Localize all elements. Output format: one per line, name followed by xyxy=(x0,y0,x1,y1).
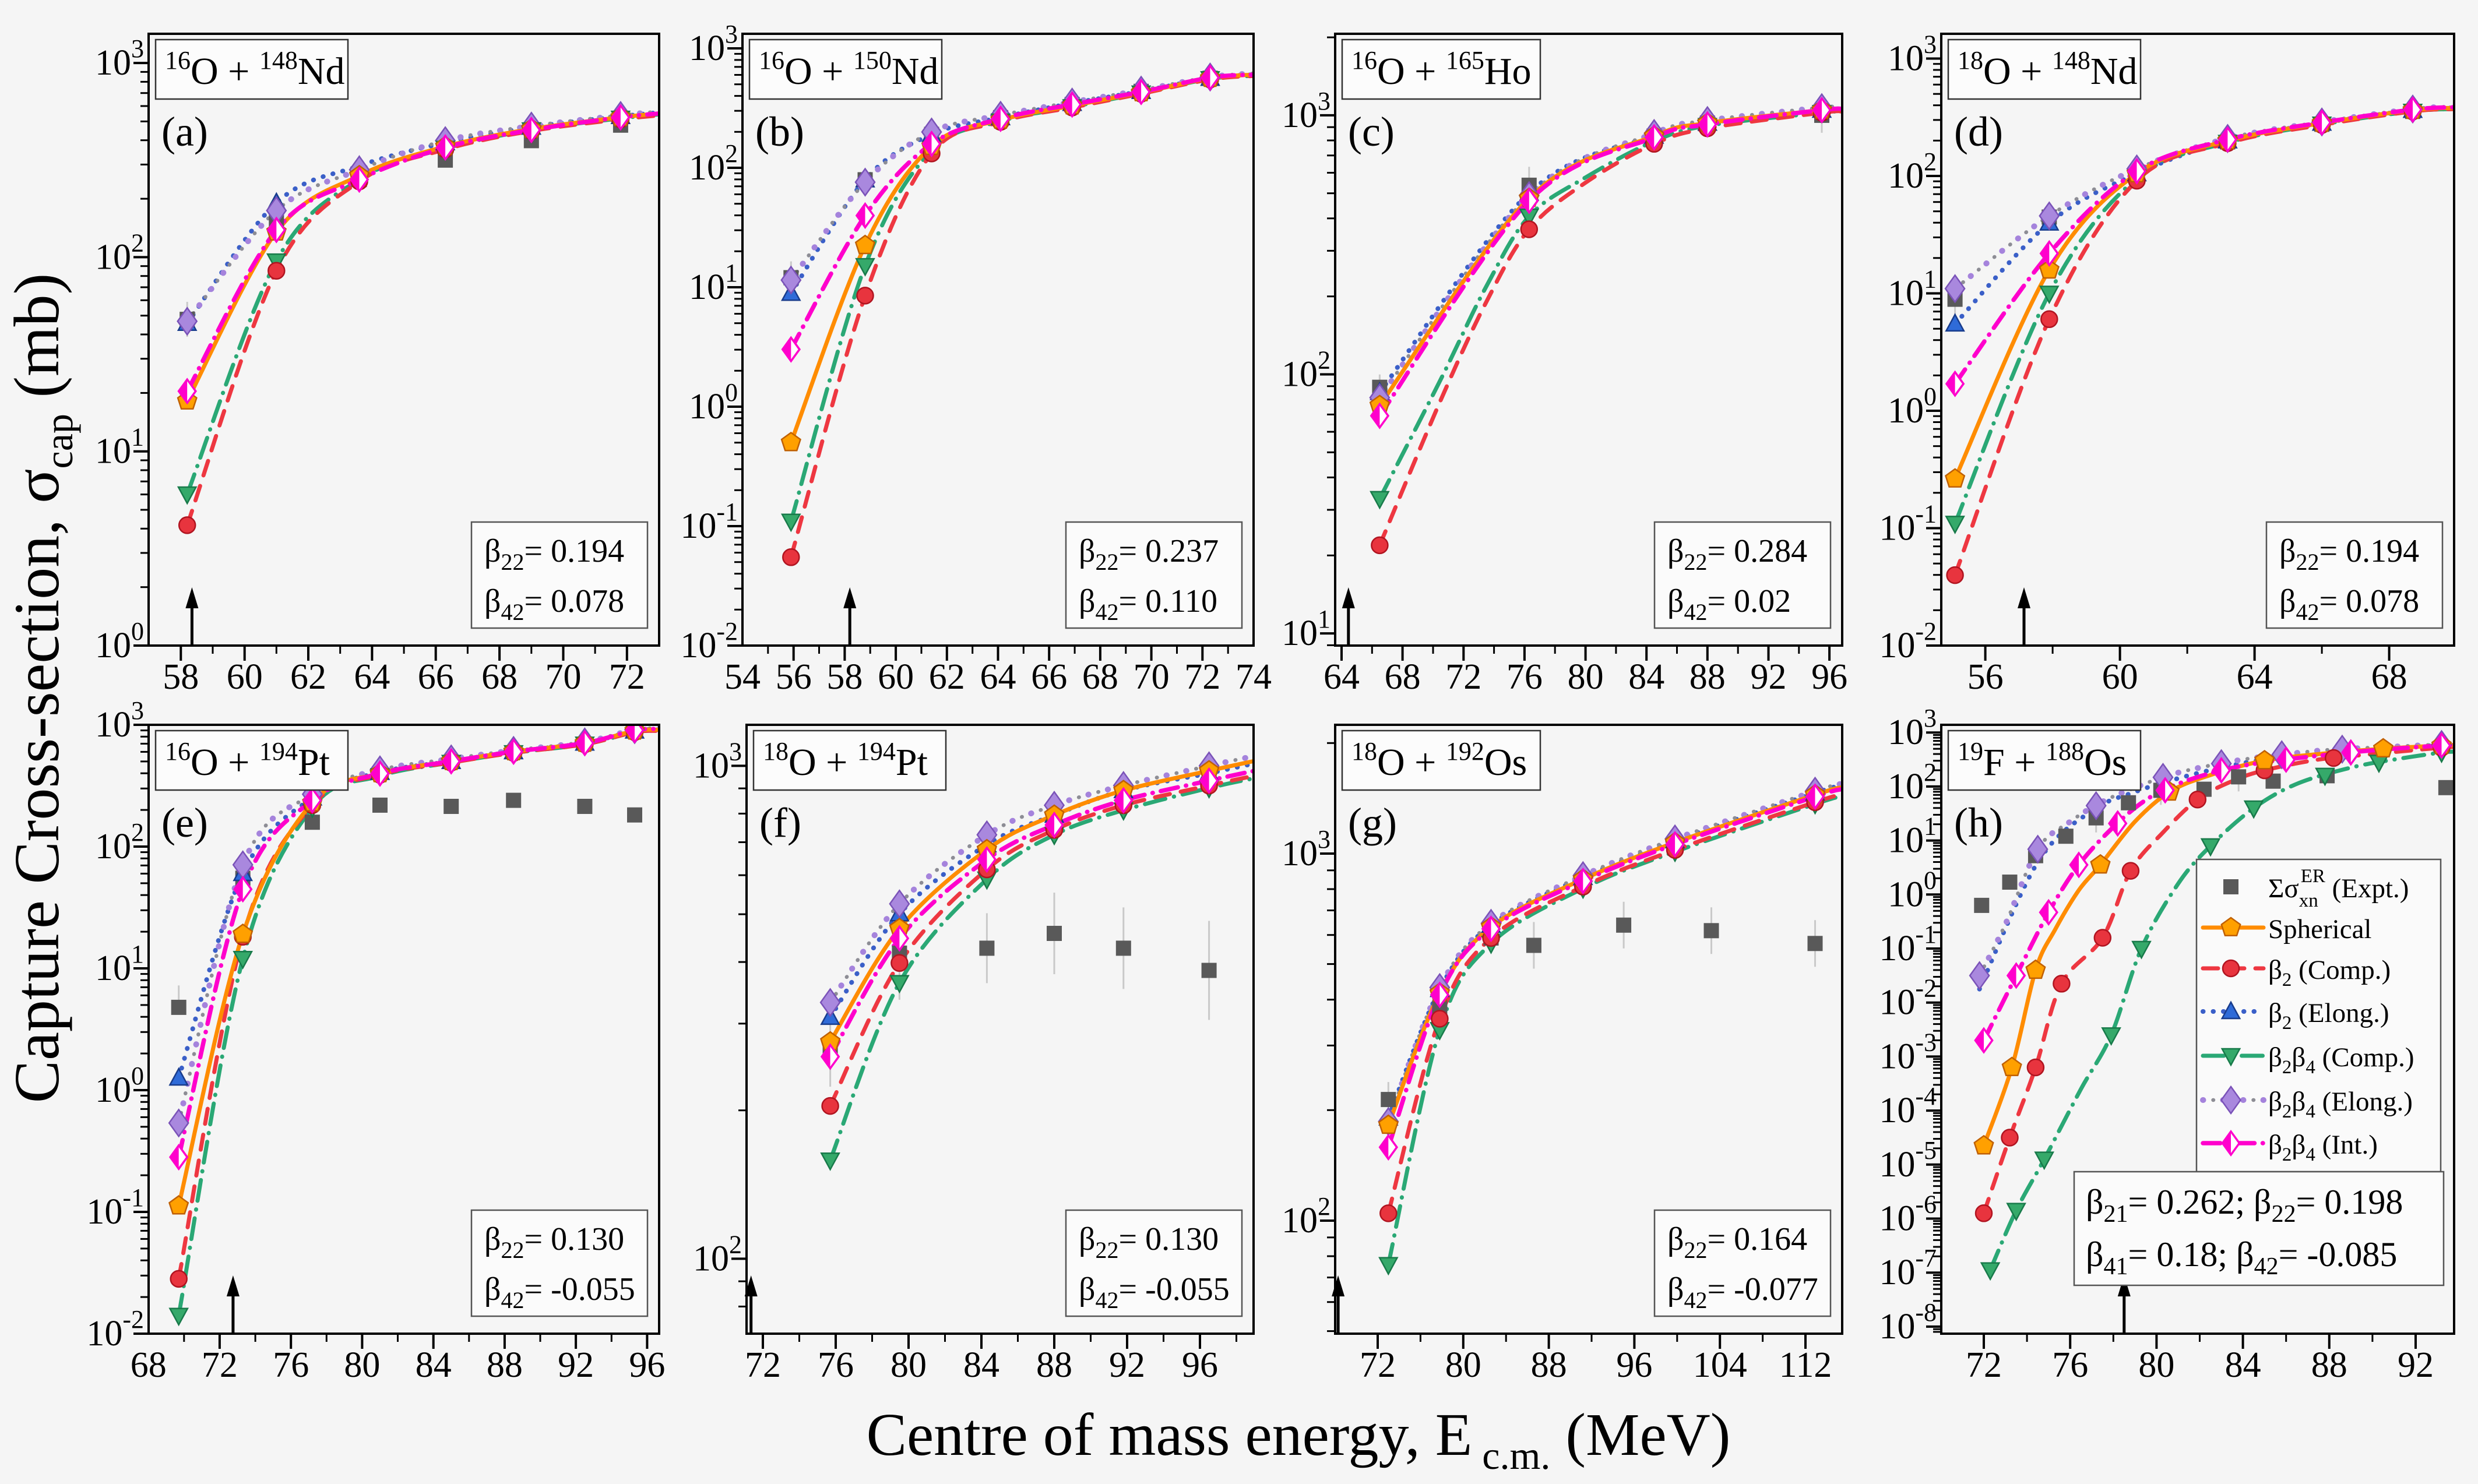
svg-text:64: 64 xyxy=(1324,657,1360,697)
svg-text:68: 68 xyxy=(1082,657,1118,697)
svg-text:18O + 192Os: 18O + 192Os xyxy=(1351,737,1527,784)
svg-text:Capture Cross-section, σcap (m: Capture Cross-section, σcap (mb) xyxy=(1,273,81,1104)
svg-text:β42= 0.110: β42= 0.110 xyxy=(1079,583,1217,625)
svg-text:74: 74 xyxy=(1236,657,1272,697)
svg-text:80: 80 xyxy=(890,1345,927,1385)
svg-text:(d): (d) xyxy=(1954,108,2003,155)
svg-text:96: 96 xyxy=(1182,1345,1218,1385)
svg-text:β21= 0.262; β22= 0.198: β21= 0.262; β22= 0.198 xyxy=(2086,1183,2403,1228)
svg-text:18O + 148Nd: 18O + 148Nd xyxy=(1958,46,2138,93)
svg-text:70: 70 xyxy=(1134,657,1170,697)
svg-text:88: 88 xyxy=(2311,1345,2347,1385)
svg-text:72: 72 xyxy=(609,657,645,697)
svg-text:60: 60 xyxy=(878,657,914,697)
svg-text:β22= 0.284: β22= 0.284 xyxy=(1667,533,1807,575)
svg-text:(h): (h) xyxy=(1954,799,2003,846)
svg-text:68: 68 xyxy=(2371,657,2407,697)
svg-text:16O + 165Ho: 16O + 165Ho xyxy=(1351,46,1532,93)
svg-text:76: 76 xyxy=(273,1345,309,1385)
svg-text:58: 58 xyxy=(163,657,199,697)
svg-text:60: 60 xyxy=(2102,657,2138,697)
svg-text:76: 76 xyxy=(818,1345,854,1385)
svg-text:62: 62 xyxy=(929,657,965,697)
svg-text:(b): (b) xyxy=(755,108,804,155)
svg-text:(f): (f) xyxy=(759,799,801,846)
svg-text:76: 76 xyxy=(1506,657,1543,697)
svg-text:β41= 0.18; β42= -0.085: β41= 0.18; β42= -0.085 xyxy=(2086,1235,2397,1280)
svg-text:19F + 188Os: 19F + 188Os xyxy=(1958,737,2127,784)
svg-text:56: 56 xyxy=(1967,657,2004,697)
svg-text:Centre of mass energy, E c.m.: Centre of mass energy, E c.m. (MeV) xyxy=(867,1401,1731,1478)
svg-text:92: 92 xyxy=(558,1345,594,1385)
svg-text:72: 72 xyxy=(1445,657,1481,697)
svg-text:104: 104 xyxy=(1693,1345,1747,1385)
svg-text:92: 92 xyxy=(1751,657,1787,697)
svg-text:Spherical: Spherical xyxy=(2268,914,2372,944)
svg-text:16O + 150Nd: 16O + 150Nd xyxy=(759,46,939,93)
svg-text:112: 112 xyxy=(1779,1345,1832,1385)
svg-text:72: 72 xyxy=(1360,1345,1396,1385)
svg-text:β42= 0.078: β42= 0.078 xyxy=(2279,583,2419,625)
svg-text:84: 84 xyxy=(963,1345,999,1385)
svg-text:76: 76 xyxy=(2052,1345,2088,1385)
svg-text:96: 96 xyxy=(1616,1345,1652,1385)
svg-text:β42= -0.077: β42= -0.077 xyxy=(1667,1271,1818,1313)
svg-text:β2β4 (Comp.): β2β4 (Comp.) xyxy=(2268,1042,2414,1078)
svg-text:72: 72 xyxy=(202,1345,238,1385)
svg-text:88: 88 xyxy=(487,1345,523,1385)
svg-text:(a): (a) xyxy=(161,108,208,155)
svg-text:16O + 148Nd: 16O + 148Nd xyxy=(165,46,345,93)
svg-text:β22= 0.130: β22= 0.130 xyxy=(484,1221,624,1263)
svg-text:56: 56 xyxy=(776,657,812,697)
svg-text:β42= -0.055: β42= -0.055 xyxy=(484,1271,635,1313)
svg-text:62: 62 xyxy=(290,657,326,697)
svg-text:84: 84 xyxy=(2225,1345,2261,1385)
svg-text:68: 68 xyxy=(1385,657,1421,697)
svg-text:(g): (g) xyxy=(1348,799,1397,846)
svg-text:72: 72 xyxy=(745,1345,781,1385)
svg-text:66: 66 xyxy=(1031,657,1067,697)
svg-text:96: 96 xyxy=(629,1345,665,1385)
svg-text:64: 64 xyxy=(354,657,390,697)
svg-text:66: 66 xyxy=(418,657,454,697)
svg-text:β2β4 (Elong.): β2β4 (Elong.) xyxy=(2268,1087,2413,1122)
svg-text:70: 70 xyxy=(545,657,582,697)
svg-text:18O + 194Pt: 18O + 194Pt xyxy=(763,737,928,784)
svg-text:84: 84 xyxy=(1628,657,1664,697)
svg-text:64: 64 xyxy=(980,657,1016,697)
svg-text:68: 68 xyxy=(131,1345,167,1385)
svg-text:72: 72 xyxy=(1184,657,1220,697)
svg-text:80: 80 xyxy=(2138,1345,2174,1385)
svg-text:80: 80 xyxy=(1445,1345,1481,1385)
svg-text:16O + 194Pt: 16O + 194Pt xyxy=(165,737,330,784)
svg-text:88: 88 xyxy=(1036,1345,1072,1385)
svg-text:92: 92 xyxy=(1109,1345,1145,1385)
svg-text:88: 88 xyxy=(1689,657,1726,697)
svg-text:(e): (e) xyxy=(161,799,208,846)
svg-text:54: 54 xyxy=(724,657,761,697)
svg-text:88: 88 xyxy=(1531,1345,1567,1385)
svg-text:72: 72 xyxy=(1966,1345,2002,1385)
svg-text:(c): (c) xyxy=(1348,108,1395,155)
svg-text:68: 68 xyxy=(481,657,518,697)
svg-text:58: 58 xyxy=(826,657,863,697)
svg-text:β22= 0.130: β22= 0.130 xyxy=(1079,1221,1219,1263)
svg-text:β2 (Comp.): β2 (Comp.) xyxy=(2268,955,2391,990)
svg-text:84: 84 xyxy=(416,1345,452,1385)
svg-text:β2β4 (Int.): β2β4 (Int.) xyxy=(2268,1130,2378,1165)
svg-text:96: 96 xyxy=(1811,657,1847,697)
svg-text:60: 60 xyxy=(227,657,263,697)
svg-text:80: 80 xyxy=(1568,657,1604,697)
svg-text:80: 80 xyxy=(344,1345,380,1385)
svg-text:β42= -0.055: β42= -0.055 xyxy=(1079,1271,1230,1313)
svg-text:64: 64 xyxy=(2237,657,2273,697)
svg-text:92: 92 xyxy=(2398,1345,2434,1385)
